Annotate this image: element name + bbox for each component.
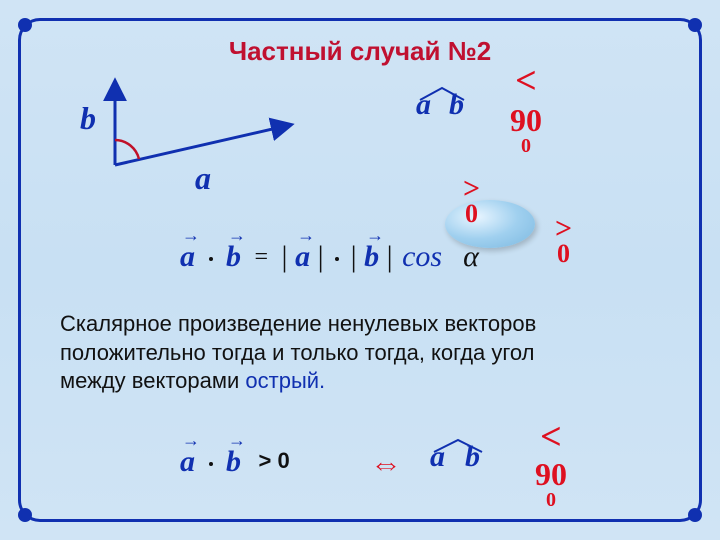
- dot-operator-1: [209, 257, 213, 261]
- less-than-90-top: < 90 0: [510, 62, 542, 156]
- vector-b-label: b: [80, 100, 96, 137]
- slide-title: Частный случай №2: [0, 36, 720, 67]
- bottom-equivalence: → a → b > 0: [180, 445, 290, 479]
- dot-product-formula: → a → b = | → a | | → b | cos α: [180, 240, 479, 274]
- vector-diagram: [60, 70, 320, 190]
- less-than-90-bottom: < 90 0: [535, 418, 567, 510]
- dot-operator-3: [209, 462, 213, 466]
- product-gt-zero: > 0: [555, 215, 572, 265]
- iff-symbol: ⇔: [370, 445, 402, 482]
- cos-gt-zero: > 0: [463, 175, 480, 225]
- angle-ab-top: a b: [416, 88, 464, 122]
- vector-a-label: a: [195, 160, 211, 197]
- angle-ab-bottom: a b: [430, 440, 480, 474]
- dot-operator-2: [335, 257, 339, 261]
- statement-text: Скалярное произведение ненулевых векторо…: [60, 310, 660, 396]
